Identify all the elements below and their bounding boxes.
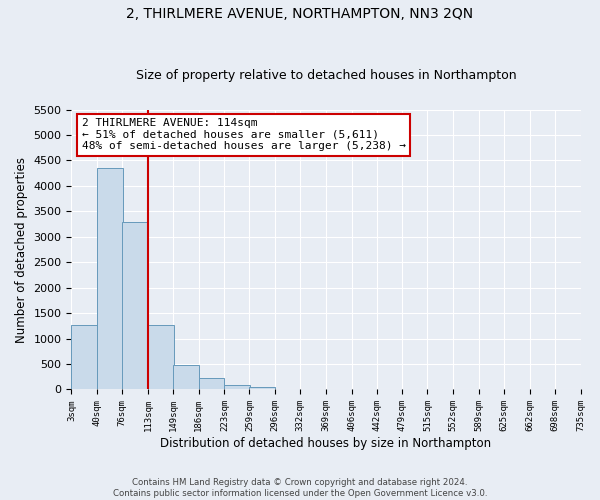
Text: 2, THIRLMERE AVENUE, NORTHAMPTON, NN3 2QN: 2, THIRLMERE AVENUE, NORTHAMPTON, NN3 2Q… [127,8,473,22]
Title: Size of property relative to detached houses in Northampton: Size of property relative to detached ho… [136,69,516,82]
Bar [173,365,199,390]
Bar [250,387,275,390]
Y-axis label: Number of detached properties: Number of detached properties [15,156,28,342]
Bar [148,325,173,390]
Bar [224,385,250,390]
Bar [199,378,224,390]
Bar [122,222,148,390]
Bar [97,168,123,390]
Text: 2 THIRLMERE AVENUE: 114sqm
← 51% of detached houses are smaller (5,611)
48% of s: 2 THIRLMERE AVENUE: 114sqm ← 51% of deta… [82,118,406,151]
Bar [71,325,97,390]
Text: Contains HM Land Registry data © Crown copyright and database right 2024.
Contai: Contains HM Land Registry data © Crown c… [113,478,487,498]
X-axis label: Distribution of detached houses by size in Northampton: Distribution of detached houses by size … [160,437,491,450]
